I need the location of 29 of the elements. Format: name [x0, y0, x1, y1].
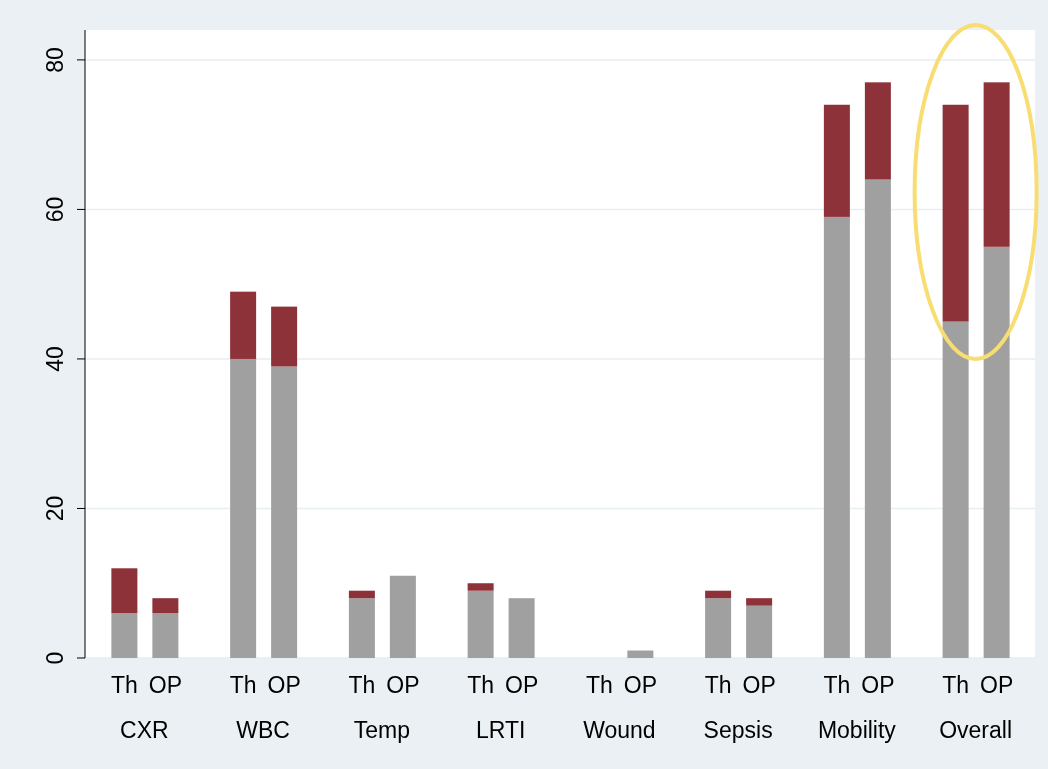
x-tick-label: Th: [348, 672, 376, 698]
text: LRTI: [475, 717, 526, 743]
text: Overall: [939, 717, 1013, 743]
text: Mobility: [817, 717, 897, 743]
x-tick-label: Th: [585, 672, 613, 698]
x-tick-label: OP: [742, 672, 776, 698]
x-tick-label: Th: [229, 672, 257, 698]
x-tick-label: OP: [505, 672, 539, 698]
x-tick-label: Th: [704, 672, 732, 698]
x-tick-label: Th: [467, 672, 495, 698]
x-tick-label: Th: [823, 672, 851, 698]
text: CXR: [120, 717, 169, 743]
y-tick-label: 80: [42, 47, 68, 73]
y-tick-label: 60: [42, 196, 68, 223]
text: Wound: [583, 717, 656, 743]
x-tick-label: OP: [386, 672, 420, 698]
x-tick-label: OP: [148, 672, 182, 698]
text: WBC: [236, 717, 290, 743]
y-tick-label: 0: [42, 651, 68, 665]
x-tick-label: Th: [110, 672, 138, 698]
x-tick-label: OP: [980, 672, 1014, 698]
x-tick-label: OP: [861, 672, 895, 698]
y-tick-label: 40: [42, 346, 68, 372]
text: Sepsis: [703, 717, 773, 743]
x-tick-label: Th: [942, 672, 970, 698]
text: Temp: [353, 717, 410, 743]
y-tick-label: 20: [42, 495, 68, 522]
x-tick-label: OP: [267, 672, 301, 698]
x-tick-label: OP: [623, 672, 657, 698]
